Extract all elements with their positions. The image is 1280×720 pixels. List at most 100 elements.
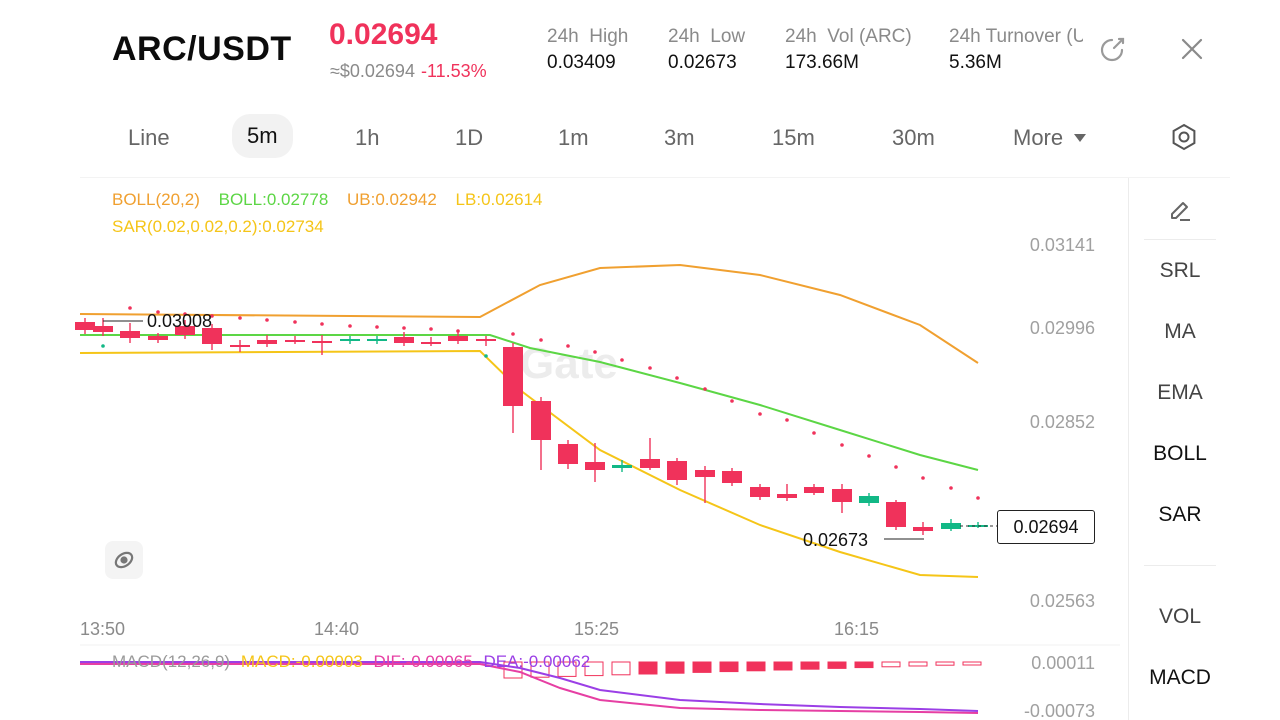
sar-dot [620, 358, 624, 362]
candle-body [722, 471, 742, 483]
macd-bar [557, 661, 577, 677]
stat-vol-label: 24h Vol (ARC) [785, 26, 912, 47]
more-label: More [1013, 125, 1064, 150]
dea-line [80, 661, 979, 712]
dif-line [80, 663, 979, 714]
tab-5m[interactable]: 5m [232, 114, 293, 158]
candle-body [340, 339, 360, 341]
candle-body [120, 331, 140, 338]
candle-body [913, 527, 933, 531]
macd-tick-1: 0.00011 [1031, 653, 1095, 673]
macd-bar [881, 661, 901, 668]
macd-bar [719, 661, 739, 673]
candle-body [93, 326, 113, 332]
side-vol[interactable]: VOL [1158, 605, 1202, 628]
sar-dot [183, 312, 187, 316]
high-marker: 0.03008 [147, 311, 212, 331]
sar-dot [976, 496, 980, 500]
side-sar[interactable]: SAR [1158, 503, 1202, 526]
candle-body [585, 462, 605, 470]
macd-bar [638, 661, 658, 675]
macd-bar [962, 661, 982, 666]
macd-bar [800, 661, 820, 670]
share-icon[interactable] [1097, 33, 1129, 65]
tab-1d[interactable]: 1D [455, 125, 484, 150]
sar-dot [921, 476, 925, 480]
upper-band-line [79, 263, 979, 364]
candle-body [612, 465, 632, 468]
macd-params: MACD(12,26,9) [112, 652, 231, 671]
middle-band-line [80, 334, 979, 471]
sar-dot [238, 316, 242, 320]
y-tick-2: 0.02996 [1030, 318, 1095, 338]
sar-dot [840, 443, 844, 447]
stat-vol-value: 173.66M [785, 52, 859, 73]
draw-pencil-icon[interactable] [1166, 195, 1194, 223]
macd-bar [773, 661, 793, 671]
macd-bar [665, 661, 685, 674]
sar-dot [429, 327, 433, 331]
candle-body [367, 339, 387, 341]
macd-bar [530, 661, 550, 678]
sar-dot [593, 350, 597, 354]
side-ema[interactable]: EMA [1157, 381, 1203, 404]
tab-line[interactable]: Line [128, 125, 170, 150]
sar-legend: SAR(0.02,0.02,0.2):0.02734 [112, 217, 324, 236]
sar-dot [156, 310, 160, 314]
side-macd[interactable]: MACD [1149, 666, 1211, 689]
candle-body [558, 444, 578, 464]
sar-dot [566, 344, 570, 348]
low-marker: 0.02673 [803, 530, 868, 550]
sar-dot [949, 486, 953, 490]
sar-dot [320, 322, 324, 326]
tab-1m[interactable]: 1m [558, 125, 589, 150]
dif-value: DIF:-0.00065 [373, 652, 473, 671]
macd-bar [827, 661, 847, 669]
side-srl[interactable]: SRL [1159, 259, 1201, 282]
reset-view-button[interactable] [105, 541, 143, 579]
candle-body [75, 322, 95, 330]
x-tick-4: 16:15 [834, 619, 879, 639]
x-tick-2: 14:40 [314, 619, 359, 639]
side-boll[interactable]: BOLL [1153, 442, 1207, 465]
side-ma[interactable]: MA [1164, 320, 1196, 343]
tab-15m[interactable]: 15m [772, 125, 815, 150]
tab-3m[interactable]: 3m [664, 125, 695, 150]
tab-1h[interactable]: 1h [355, 125, 380, 150]
macd-bar [692, 661, 712, 673]
candle-body [640, 459, 660, 468]
macd-bar [935, 661, 955, 666]
close-icon[interactable] [1176, 33, 1208, 65]
stat-low-label: 24h Low [668, 26, 746, 47]
more-dropdown[interactable]: More [1013, 124, 1087, 152]
macd-bar [854, 661, 874, 669]
candle-body [476, 339, 496, 341]
candle-body [448, 336, 468, 341]
candle-body [285, 340, 305, 342]
macd-bar [503, 661, 523, 679]
sar-dot [675, 376, 679, 380]
sar-dot [293, 320, 297, 324]
candle-body [859, 496, 879, 503]
sar-dot [128, 306, 132, 310]
tab-30m[interactable]: 30m [892, 125, 935, 150]
side-panel-divider [1128, 178, 1129, 720]
lower-band-line [79, 349, 979, 578]
dea-value: DEA:-0.00062 [483, 652, 591, 671]
side-separator-2 [1144, 565, 1216, 566]
sar-dot [101, 344, 105, 348]
stat-turnover-label: 24h Turnover (USDT) [949, 26, 1083, 47]
last-price: 0.02694 [329, 18, 438, 51]
pair-title: ARC/USDT [112, 30, 292, 68]
sar-dot [785, 418, 789, 422]
candle-body [941, 523, 961, 529]
y-tick-1: 0.03141 [1030, 235, 1095, 255]
candle-body [886, 502, 906, 527]
approx-usd-price: ≈$0.02694 -11.53% [330, 61, 487, 82]
approx-usd-value: ≈$0.02694 [330, 61, 415, 81]
candle-body [777, 494, 797, 498]
settings-hexagon-icon[interactable] [1169, 122, 1199, 152]
y-tick-4: 0.02563 [1030, 591, 1095, 611]
macd-bar [611, 661, 631, 676]
